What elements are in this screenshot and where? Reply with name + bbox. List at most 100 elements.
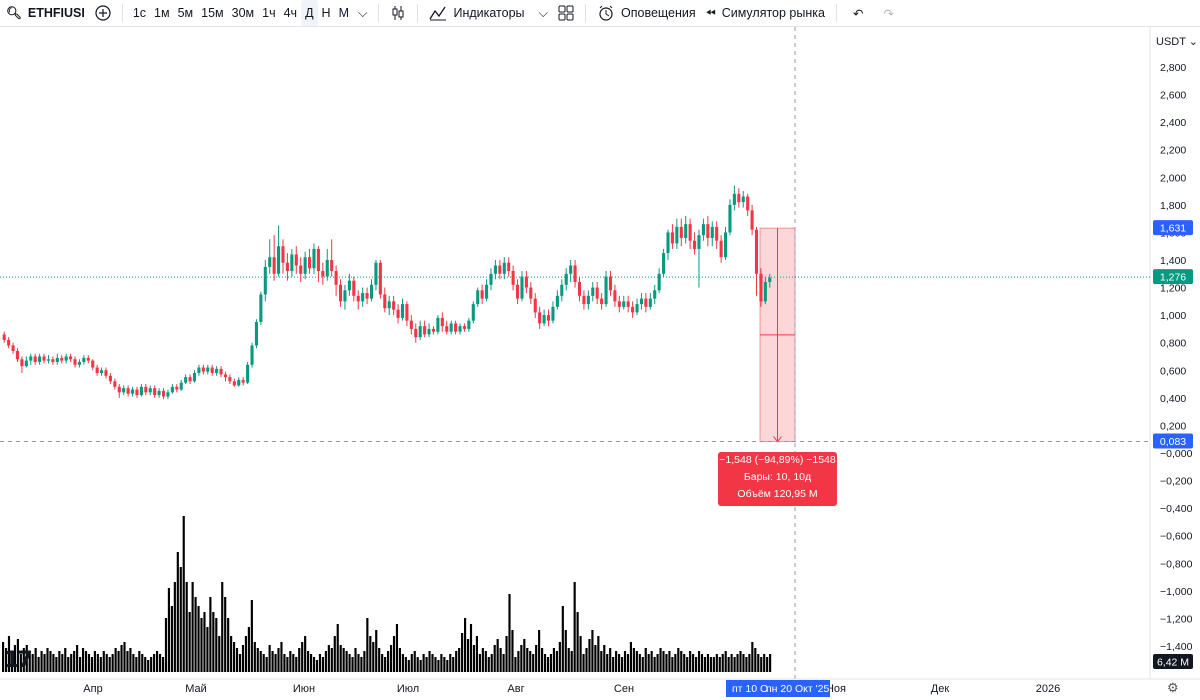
- candle-body: [604, 276, 608, 305]
- volume-bar: [46, 648, 49, 672]
- volume-bar: [745, 657, 748, 672]
- timeframe-1[interactable]: 1м: [154, 6, 170, 20]
- candle-body: [15, 350, 20, 360]
- timeframe-2[interactable]: 5м: [177, 6, 194, 20]
- volume-bar: [144, 657, 147, 672]
- timeframe-7[interactable]: Д: [301, 0, 318, 26]
- volume-bar: [564, 630, 567, 672]
- candle-body: [644, 298, 648, 307]
- candle-body: [91, 360, 95, 368]
- volume-bar: [526, 648, 529, 672]
- volume-bar: [452, 657, 455, 672]
- candle-body: [546, 315, 551, 321]
- volume-bar: [496, 639, 499, 672]
- candle-body: [100, 370, 104, 374]
- volume-bar: [111, 654, 114, 672]
- volume-bar: [191, 582, 194, 672]
- candle-body: [538, 312, 542, 324]
- volume-bar: [87, 654, 91, 672]
- volume-bar: [440, 654, 443, 672]
- volume-bar: [481, 648, 484, 672]
- candle-body: [64, 356, 68, 361]
- volume-bar: [378, 648, 381, 672]
- grid-icon: [558, 5, 574, 21]
- candle-body: [82, 357, 86, 362]
- timeframe-9[interactable]: М: [338, 6, 349, 20]
- candle-body: [312, 248, 316, 269]
- x-tick-label: Ноя: [826, 683, 846, 695]
- chart-canvas[interactable]: 2,8002,6002,4002,2002,0001,8001,6001,400…: [0, 27, 1200, 700]
- volume-bar: [484, 651, 487, 672]
- volume-bar: [478, 654, 481, 672]
- timeframe-8[interactable]: Н: [321, 6, 331, 20]
- y-tick-label: 2,600: [1160, 90, 1186, 102]
- gear-icon[interactable]: ⚙︎: [1167, 680, 1179, 695]
- volume-bar: [618, 654, 621, 672]
- volume-bar: [561, 606, 564, 672]
- candle-body: [135, 389, 139, 396]
- candle-body: [170, 386, 174, 393]
- volume-bar: [126, 651, 129, 672]
- y-tick-label: −1,000: [1160, 586, 1193, 598]
- candle-body: [400, 304, 405, 318]
- candle-body: [392, 301, 396, 310]
- volume-bar: [179, 567, 182, 672]
- volume-bar: [715, 654, 718, 672]
- volume-bar: [535, 645, 538, 672]
- volume-bar: [766, 657, 769, 672]
- timeframe-dropdown[interactable]: ⌵: [353, 0, 372, 26]
- volume-bar: [218, 636, 221, 672]
- candle-body: [697, 235, 701, 249]
- volume-bar: [650, 651, 653, 672]
- alerts-button[interactable]: Оповещения: [592, 0, 701, 26]
- candle-body: [582, 295, 586, 305]
- currency-selector[interactable]: USDT ⌄: [1156, 36, 1199, 48]
- candle-body: [228, 377, 232, 382]
- indicators-button[interactable]: Индикаторы ⌵: [424, 0, 553, 26]
- volume-bar: [600, 651, 603, 672]
- timeframe-6[interactable]: 4ч: [283, 6, 298, 20]
- symbol-search[interactable]: 🔍︎ ETHFIUSI: [0, 0, 90, 26]
- replay-button[interactable]: ⏪︎ Симулятор рынка: [701, 0, 830, 26]
- volume-bar: [718, 657, 721, 672]
- y-tick-label: −1,200: [1160, 613, 1193, 625]
- candle-body: [246, 364, 250, 383]
- candle-body: [161, 390, 166, 397]
- candle-body: [480, 290, 484, 299]
- volume-bar: [532, 654, 535, 672]
- candle-body: [55, 357, 59, 362]
- chevron-down-icon: ⌵: [357, 5, 368, 20]
- timeframe-5[interactable]: 1ч: [262, 6, 276, 20]
- price-badge-bottom: 0,083: [1160, 436, 1186, 448]
- volume-bar: [416, 657, 419, 672]
- candle-body: [639, 298, 644, 305]
- layouts-button[interactable]: [553, 0, 579, 26]
- alerts-label: Оповещения: [621, 6, 696, 20]
- volume-bar: [629, 642, 633, 672]
- volume-bar: [499, 648, 502, 672]
- candle-body: [104, 370, 108, 376]
- candle-body: [763, 282, 767, 302]
- volume-bar: [135, 657, 138, 672]
- volume-bar: [233, 642, 236, 672]
- candle-body: [299, 265, 303, 274]
- timeframe-group: 1с 1м 5м 15м 30м 1ч 4ч Д Н М: [129, 0, 353, 26]
- add-symbol-button[interactable]: [90, 0, 116, 26]
- chart-type-button[interactable]: [385, 0, 411, 26]
- volume-bar: [727, 657, 730, 672]
- timeframe-3[interactable]: 15м: [201, 6, 224, 20]
- volume-bar: [292, 654, 295, 672]
- candle-body: [378, 262, 382, 295]
- candle-body: [418, 326, 422, 338]
- undo-button[interactable]: ↶: [843, 0, 873, 26]
- candle-body: [427, 328, 431, 335]
- volume-bar: [644, 648, 647, 672]
- top-toolbar: 🔍︎ ETHFIUSI 1с 1м 5м 15м 30м 1ч 4ч Д Н М ⌵ Индика…: [0, 0, 1200, 27]
- volume-bar: [546, 657, 550, 672]
- candle-body: [361, 293, 365, 302]
- timeframe-4[interactable]: 30м: [231, 6, 255, 20]
- timeframe-0[interactable]: 1с: [132, 6, 147, 20]
- volume-bar: [58, 651, 61, 672]
- volume-bar: [461, 633, 464, 672]
- redo-button[interactable]: ↷: [873, 0, 903, 26]
